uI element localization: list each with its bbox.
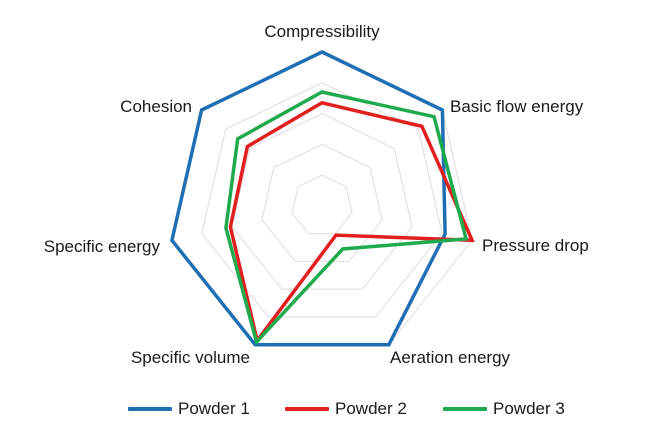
legend-swatch: [128, 407, 172, 411]
axis-label-1: Compressibility: [264, 22, 380, 41]
legend-item-3: Powder 3: [443, 396, 565, 422]
axis-label-2: Basic flow energy: [450, 97, 584, 116]
legend-label: Powder 2: [335, 399, 407, 418]
axis-label-4: Aeration energy: [390, 348, 511, 367]
grid-ring: [291, 174, 353, 235]
legend-label: Powder 3: [493, 399, 565, 418]
legend-swatch: [443, 407, 487, 411]
series-line-3: [224, 90, 469, 346]
legend: Powder 1 Powder 2 Powder 3: [0, 396, 654, 422]
legend-item-2: Powder 2: [285, 396, 407, 422]
axis-label-7: Cohesion: [120, 97, 192, 116]
legend-item-1: Powder 1: [128, 396, 250, 422]
axis-label-3: Pressure drop: [482, 236, 589, 255]
axis-label-6: Specific energy: [43, 237, 160, 256]
grid-ring: [231, 112, 413, 290]
legend-swatch: [285, 407, 329, 411]
series-line-2: [228, 100, 475, 345]
axis-label-5: Specific volume: [130, 348, 250, 367]
series-line-1: [170, 50, 447, 347]
radar-plot: [170, 50, 475, 347]
grid-ring: [201, 82, 443, 318]
legend-label: Powder 1: [178, 399, 250, 418]
grid-ring: [261, 143, 383, 263]
grid-ring: [171, 51, 473, 346]
